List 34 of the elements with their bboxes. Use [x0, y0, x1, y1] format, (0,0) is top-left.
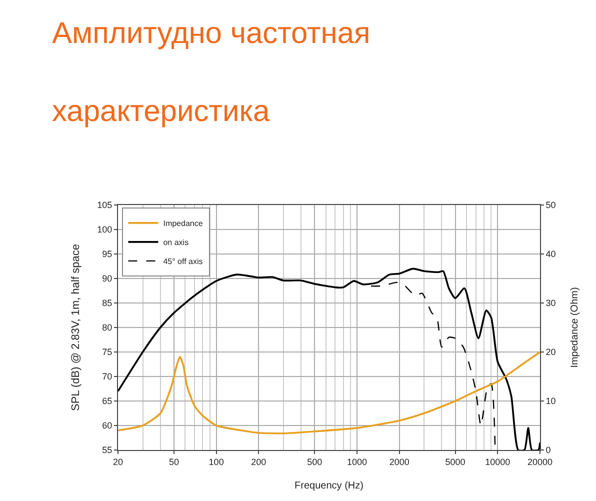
- y2-tick-label: 20: [546, 347, 556, 358]
- x-tick-label: 10000: [485, 456, 510, 467]
- y2-tick-label: 40: [546, 249, 556, 260]
- y-tick-label: 60: [102, 420, 112, 431]
- y-axis-title: SPL (dB) @ 2.83V, 1m, half space: [70, 244, 82, 411]
- y-tick-label: 70: [102, 372, 112, 382]
- x-tick-label: 20: [112, 456, 124, 467]
- y-tick-label: 90: [102, 274, 112, 284]
- x-tick-label: 200: [251, 456, 266, 467]
- y2-tick-label: 30: [546, 298, 556, 308]
- y-tick-label: 85: [102, 298, 112, 308]
- x-tick-label: 100: [208, 456, 224, 467]
- legend-label: Impedance: [163, 219, 204, 228]
- y-tick-label: 65: [102, 396, 112, 406]
- x-tick-label: 1000: [346, 456, 368, 467]
- y-tick-label: 95: [102, 249, 112, 260]
- legend-label: on axis: [163, 238, 189, 248]
- y2-tick-label: 50: [546, 200, 556, 210]
- y2-tick-label: 10: [546, 396, 556, 406]
- y-tick-label: 105: [97, 200, 112, 210]
- legend-label: 45° off axis: [163, 257, 203, 266]
- y-tick-label: 80: [102, 322, 112, 333]
- x-tick-label: 50: [168, 456, 179, 467]
- y2-axis-title: Impedance (Ohm): [569, 287, 580, 368]
- y-tick-label: 55: [102, 445, 112, 456]
- y-tick-label: 75: [102, 347, 112, 358]
- chart-title: Амплитудно частотная характеристика: [52, 17, 370, 128]
- x-tick-label: 500: [307, 456, 322, 467]
- y2-tick-label: 0: [546, 445, 551, 456]
- x-tick-label: 2000: [389, 456, 410, 467]
- x-axis-title: Frequency (Hz): [294, 480, 364, 492]
- x-tick-label: 5000: [445, 456, 466, 467]
- x-tick-label: 20000: [527, 456, 553, 467]
- y-tick-label: 100: [97, 224, 112, 235]
